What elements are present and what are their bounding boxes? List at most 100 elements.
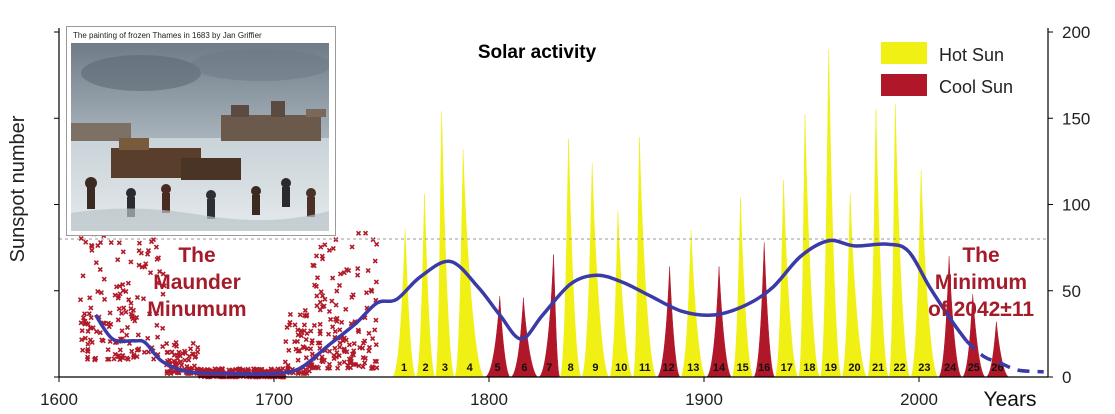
- maunder-point: [343, 337, 349, 343]
- maunder-point: [160, 271, 166, 277]
- maunder-point: [106, 324, 112, 330]
- cycle-24-label: 24: [944, 362, 957, 374]
- maunder-point: [160, 325, 166, 331]
- maunder-point: [164, 340, 170, 347]
- maunder-point: [117, 291, 123, 297]
- maunder-point: [117, 347, 123, 353]
- maunder-point: [304, 330, 310, 337]
- cycle-18-area: [798, 114, 821, 378]
- maunder-point: [330, 275, 336, 281]
- axes-group: 0 50 100 150 200 1600 1700 1800 1900 2000: [40, 23, 1090, 409]
- maunder-point: [315, 340, 321, 346]
- maunder-point: [311, 365, 317, 371]
- maunder-point: [366, 344, 373, 350]
- maunder-point: [355, 272, 361, 278]
- maunder-point: [320, 293, 326, 299]
- maunder-point: [302, 307, 308, 313]
- maunder-point: [135, 332, 141, 338]
- legend-label-cool-sun: Cool Sun: [939, 77, 1013, 97]
- cycle-8-area: [559, 138, 582, 378]
- maunder-point: [355, 266, 361, 272]
- maunder-point: [98, 290, 104, 296]
- maunder-point: [175, 353, 181, 359]
- cycle-25-area: [961, 294, 986, 378]
- cycle-15-label: 15: [737, 362, 749, 374]
- x-tick-label: 1800: [470, 390, 508, 409]
- maunder-point: [105, 320, 111, 326]
- maunder-point: [160, 343, 166, 350]
- maunder-point: [147, 270, 154, 276]
- cycle-22-label: 22: [894, 362, 906, 374]
- maunder-point: [320, 359, 326, 365]
- maunder-point: [314, 303, 320, 309]
- maunder-point: [341, 270, 347, 276]
- maunder-point: [337, 344, 343, 350]
- maunder-point: [295, 327, 301, 333]
- maunder-point: [373, 342, 379, 348]
- legend-swatch-cool-sun: [881, 74, 927, 96]
- maunder-point: [190, 340, 196, 346]
- maunder-point: [88, 305, 94, 311]
- maunder-point: [332, 328, 338, 335]
- maunder-point: [124, 355, 130, 361]
- maunder-point: [78, 320, 84, 326]
- maunder-point: [108, 239, 114, 246]
- maunder-point: [130, 307, 136, 313]
- maunder-point: [308, 328, 314, 334]
- chart-title: Solar activity: [478, 42, 597, 63]
- maunder-point: [337, 327, 343, 333]
- maunder-point: [303, 313, 310, 319]
- cycle-21-label: 21: [872, 362, 884, 374]
- maunder-point: [334, 315, 340, 321]
- maunder-point: [370, 335, 376, 342]
- x-axis-label: Years: [984, 388, 1037, 411]
- maunder-point: [300, 344, 306, 350]
- maunder-point: [88, 315, 94, 321]
- cycle-9-label: 9: [592, 362, 598, 374]
- maunder-point: [154, 322, 160, 328]
- maunder-point: [87, 325, 93, 331]
- maunder-point: [365, 267, 371, 274]
- maunder-point: [372, 327, 378, 333]
- cycle-area-group: [392, 49, 1010, 378]
- cycle-5-area: [484, 295, 511, 378]
- maunder-point: [360, 340, 366, 346]
- maunder-point: [154, 310, 160, 316]
- maunder-point: [328, 316, 334, 323]
- maunder-point: [166, 357, 173, 363]
- maunder-point: [85, 321, 91, 327]
- maunder-point: [119, 310, 125, 316]
- maunder-point: [366, 348, 372, 354]
- maunder-point: [126, 297, 132, 303]
- painting-caption: The painting of frozen Thames in 1683 by…: [73, 31, 262, 40]
- maunder-point: [337, 271, 344, 277]
- cycle-13-label: 13: [687, 362, 699, 374]
- maunder-point: [302, 370, 308, 377]
- cycle-label-group: 1 2 3 4 5 6 7 8 9 10 11 12 13 14 15 16 17 18 19 20 21 22 23 24 2…: [401, 362, 1004, 374]
- maunder-point: [327, 348, 333, 354]
- maunder-point: [313, 253, 320, 259]
- maunder-point: [83, 239, 89, 245]
- maunder-point: [251, 366, 257, 372]
- cycle-17-label: 17: [781, 362, 793, 374]
- maunder-point: [154, 280, 160, 286]
- maunder-point: [355, 230, 362, 236]
- maunder-point: [160, 291, 166, 297]
- maunder-point: [161, 283, 167, 289]
- maunder-point: [85, 354, 91, 360]
- maunder-point: [295, 332, 301, 338]
- maunder-point: [112, 292, 118, 298]
- cycle-1-area: [392, 228, 417, 378]
- maunder-point: [360, 354, 366, 361]
- minimum-line-2: Minimum: [935, 271, 1027, 294]
- cycle-2-label: 2: [423, 362, 429, 374]
- maunder-point: [330, 245, 336, 252]
- maunder-point: [283, 338, 289, 345]
- minimum-annotation: The Minimum of 2042±11: [928, 244, 1034, 321]
- maunder-point: [136, 262, 142, 268]
- x-tick-label: 1900: [685, 390, 723, 409]
- maunder-point: [335, 365, 341, 371]
- maunder-point: [373, 358, 380, 365]
- cycle-7-area: [538, 254, 561, 378]
